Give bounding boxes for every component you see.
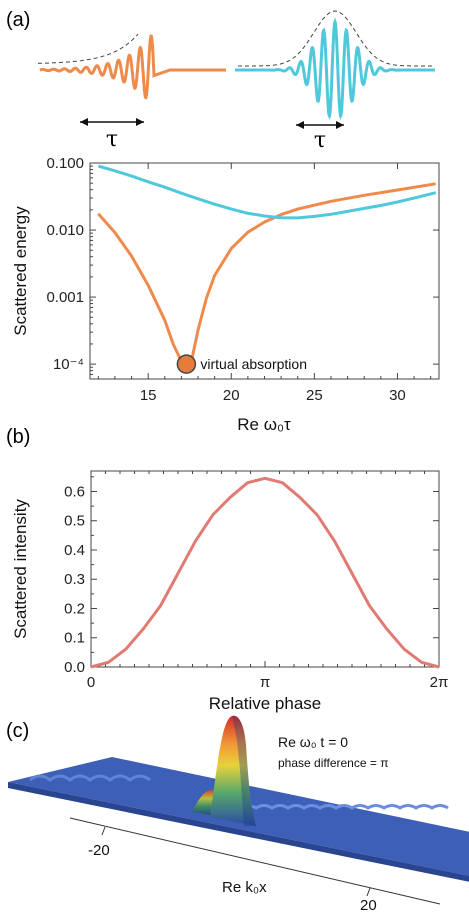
left-pulse-waveform: [39, 34, 226, 100]
chart-b-xlabel: Relative phase: [209, 694, 321, 713]
chart-b-ytick-label: 0.0: [64, 659, 85, 676]
chart-b-ytick-label: 0.2: [64, 600, 85, 617]
surface-main-peak: [210, 715, 256, 826]
chart-b-ytick-label: 0.6: [64, 483, 85, 500]
surface-tick-label-right: 20: [360, 897, 377, 914]
left-pulse-envelope: [37, 33, 139, 64]
chart-b-ytick-label: 0.4: [64, 542, 85, 559]
chart-b-ytick-label: 0.1: [64, 630, 85, 647]
chart-a-xtick-label: 30: [389, 387, 406, 404]
right-pulse-waveform: [235, 17, 435, 120]
chart-a-ticks: 15 20 25 30 0.100 0.010 0.001 10⁻⁴: [46, 155, 439, 404]
surface-front-edge: [8, 782, 469, 882]
virtual-absorption-label: virtual absorption: [200, 356, 307, 372]
chart-a-ytick-label: 0.100: [46, 155, 84, 172]
surface-ripples-left: [29, 774, 151, 782]
right-pulse-envelope: [238, 10, 434, 67]
chart-b-frame: [90, 470, 440, 668]
chart-b-ticks: 0 π 2π 0.0 0.1 0.2 0.3 0.4 0.5 0.6: [64, 471, 448, 691]
chart-a-ytick-label: 10⁻⁴: [53, 356, 84, 373]
chart-b-xtick-label: π: [260, 674, 270, 691]
surface-x-axis: [69, 817, 441, 905]
chart-scattered-energy: 15 20 25 30 0.100 0.010 0.001 10⁻⁴ virtual abso…: [11, 155, 440, 434]
chart-a-xtick-label: 15: [140, 387, 157, 404]
surface-tick-right: [366, 887, 371, 897]
chart-a-lines: [97, 164, 437, 366]
chart-a-xtick-label: 25: [306, 387, 323, 404]
chart-a-xlabel: Re ω₀τ: [237, 415, 291, 434]
panel-label-b: (b): [6, 426, 30, 448]
chart-a-ytick-label: 0.001: [46, 289, 84, 306]
panel-label-c: (c): [6, 720, 29, 742]
right-tau-arrow: [296, 121, 344, 129]
chart-b-xtick-label: 0: [87, 674, 95, 691]
surface-annotation-time: Re ω₀ t = 0: [278, 734, 348, 750]
surface-tick-left: [101, 826, 106, 836]
chart-scattered-intensity: 0 π 2π 0.0 0.1 0.2 0.3 0.4 0.5 0.6 Relative phase…: [11, 470, 448, 713]
chart-b-ylabel: Scattered intensity: [11, 499, 30, 639]
surface-tick-label-left: -20: [88, 842, 110, 859]
chart-b-series-0: [90, 476, 440, 669]
chart-b-ytick-label: 0.5: [64, 513, 85, 530]
chart-b-lines: [90, 476, 440, 669]
chart-b-xtick-label: 2π: [430, 674, 449, 691]
left-tau-arrow: [80, 118, 144, 126]
virtual-absorption-point: [176, 354, 197, 374]
surface-peak-shadow: [232, 715, 256, 826]
chart-a-series-1: [97, 164, 437, 220]
chart-a-ylabel: Scattered energy: [11, 206, 30, 336]
pulse-illustrations: τ τ: [37, 10, 435, 153]
surface-annotation-phase: phase difference = π: [278, 756, 388, 770]
surface-axis-label: Re k₀x: [222, 879, 267, 896]
left-tau-label: τ: [106, 127, 118, 152]
chart-a-frame: [89, 162, 440, 380]
panel-label-a: (a): [6, 9, 30, 31]
chart-a-series-0: [97, 182, 436, 366]
surface-ripples-right: [239, 804, 449, 810]
surface-plot: -20 20 Re k₀x Re ω₀ t = 0 phase differen…: [8, 715, 469, 914]
chart-b-ytick-label: 0.3: [64, 571, 85, 588]
chart-a-xtick-label: 20: [223, 387, 240, 404]
chart-a-ytick-label: 0.010: [46, 222, 84, 239]
right-tau-label: τ: [314, 128, 326, 153]
